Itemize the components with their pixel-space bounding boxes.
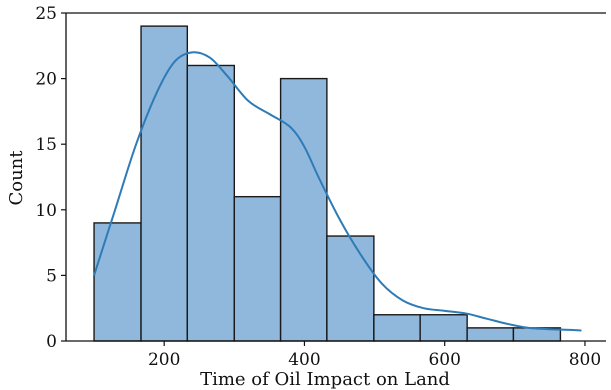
histogram-bar [186,64,236,342]
x-tick-label: 400 [288,350,320,370]
y-tick-label: 5 [46,266,57,286]
y-tick-label: 0 [46,332,57,352]
y-tick-label: 20 [35,70,57,90]
x-tick-label: 800 [569,350,601,370]
y-axis-label: Count [6,150,27,206]
x-axis-label: Time of Oil Impact on Land [200,369,450,390]
histogram-bar [140,25,189,342]
histogram-bar [279,77,328,342]
x-tick-label: 600 [428,350,460,370]
kde-curve [93,51,582,332]
y-tick-label: 25 [35,4,57,24]
histogram-bar [373,314,421,342]
x-tick-label: 200 [148,350,180,370]
histogram-bar [233,195,282,342]
bars-group [93,25,562,342]
y-tick-label: 15 [35,135,57,155]
histogram-bar [326,235,375,342]
y-ticks-group: 0 5 10 15 20 25 [35,4,66,352]
histogram-bar [419,314,468,342]
y-tick-label: 10 [35,201,57,221]
histogram-bar [93,222,142,342]
x-ticks-group: 200 400 600 800 [148,341,601,370]
histogram-bar [466,327,515,342]
